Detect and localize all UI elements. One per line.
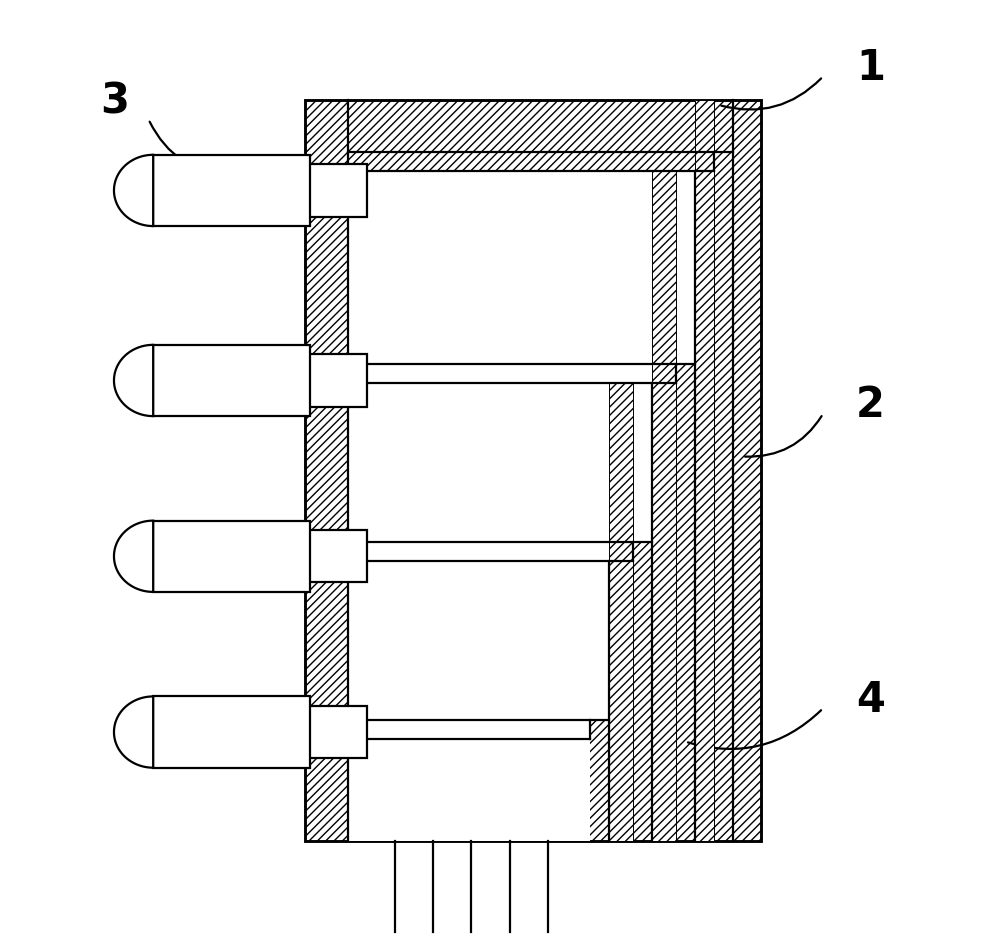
Polygon shape [114,521,153,592]
Polygon shape [609,384,633,842]
Polygon shape [348,739,590,842]
Polygon shape [348,562,633,720]
Polygon shape [153,346,310,417]
Polygon shape [348,739,590,842]
Text: 1: 1 [856,47,885,89]
Polygon shape [348,172,714,365]
Text: 2: 2 [856,384,885,426]
Polygon shape [348,172,676,384]
Polygon shape [153,155,310,227]
Polygon shape [305,530,367,583]
Polygon shape [114,697,153,768]
Polygon shape [114,346,153,417]
Polygon shape [305,101,761,842]
Polygon shape [652,172,676,842]
Polygon shape [348,384,633,562]
Polygon shape [695,101,714,842]
Polygon shape [348,562,590,739]
Text: 4: 4 [856,678,885,720]
Polygon shape [153,521,310,592]
Polygon shape [114,155,153,227]
Polygon shape [348,384,676,543]
Polygon shape [305,165,367,217]
Polygon shape [305,355,367,407]
Text: 3: 3 [101,80,130,122]
Polygon shape [153,697,310,768]
Polygon shape [305,706,367,759]
